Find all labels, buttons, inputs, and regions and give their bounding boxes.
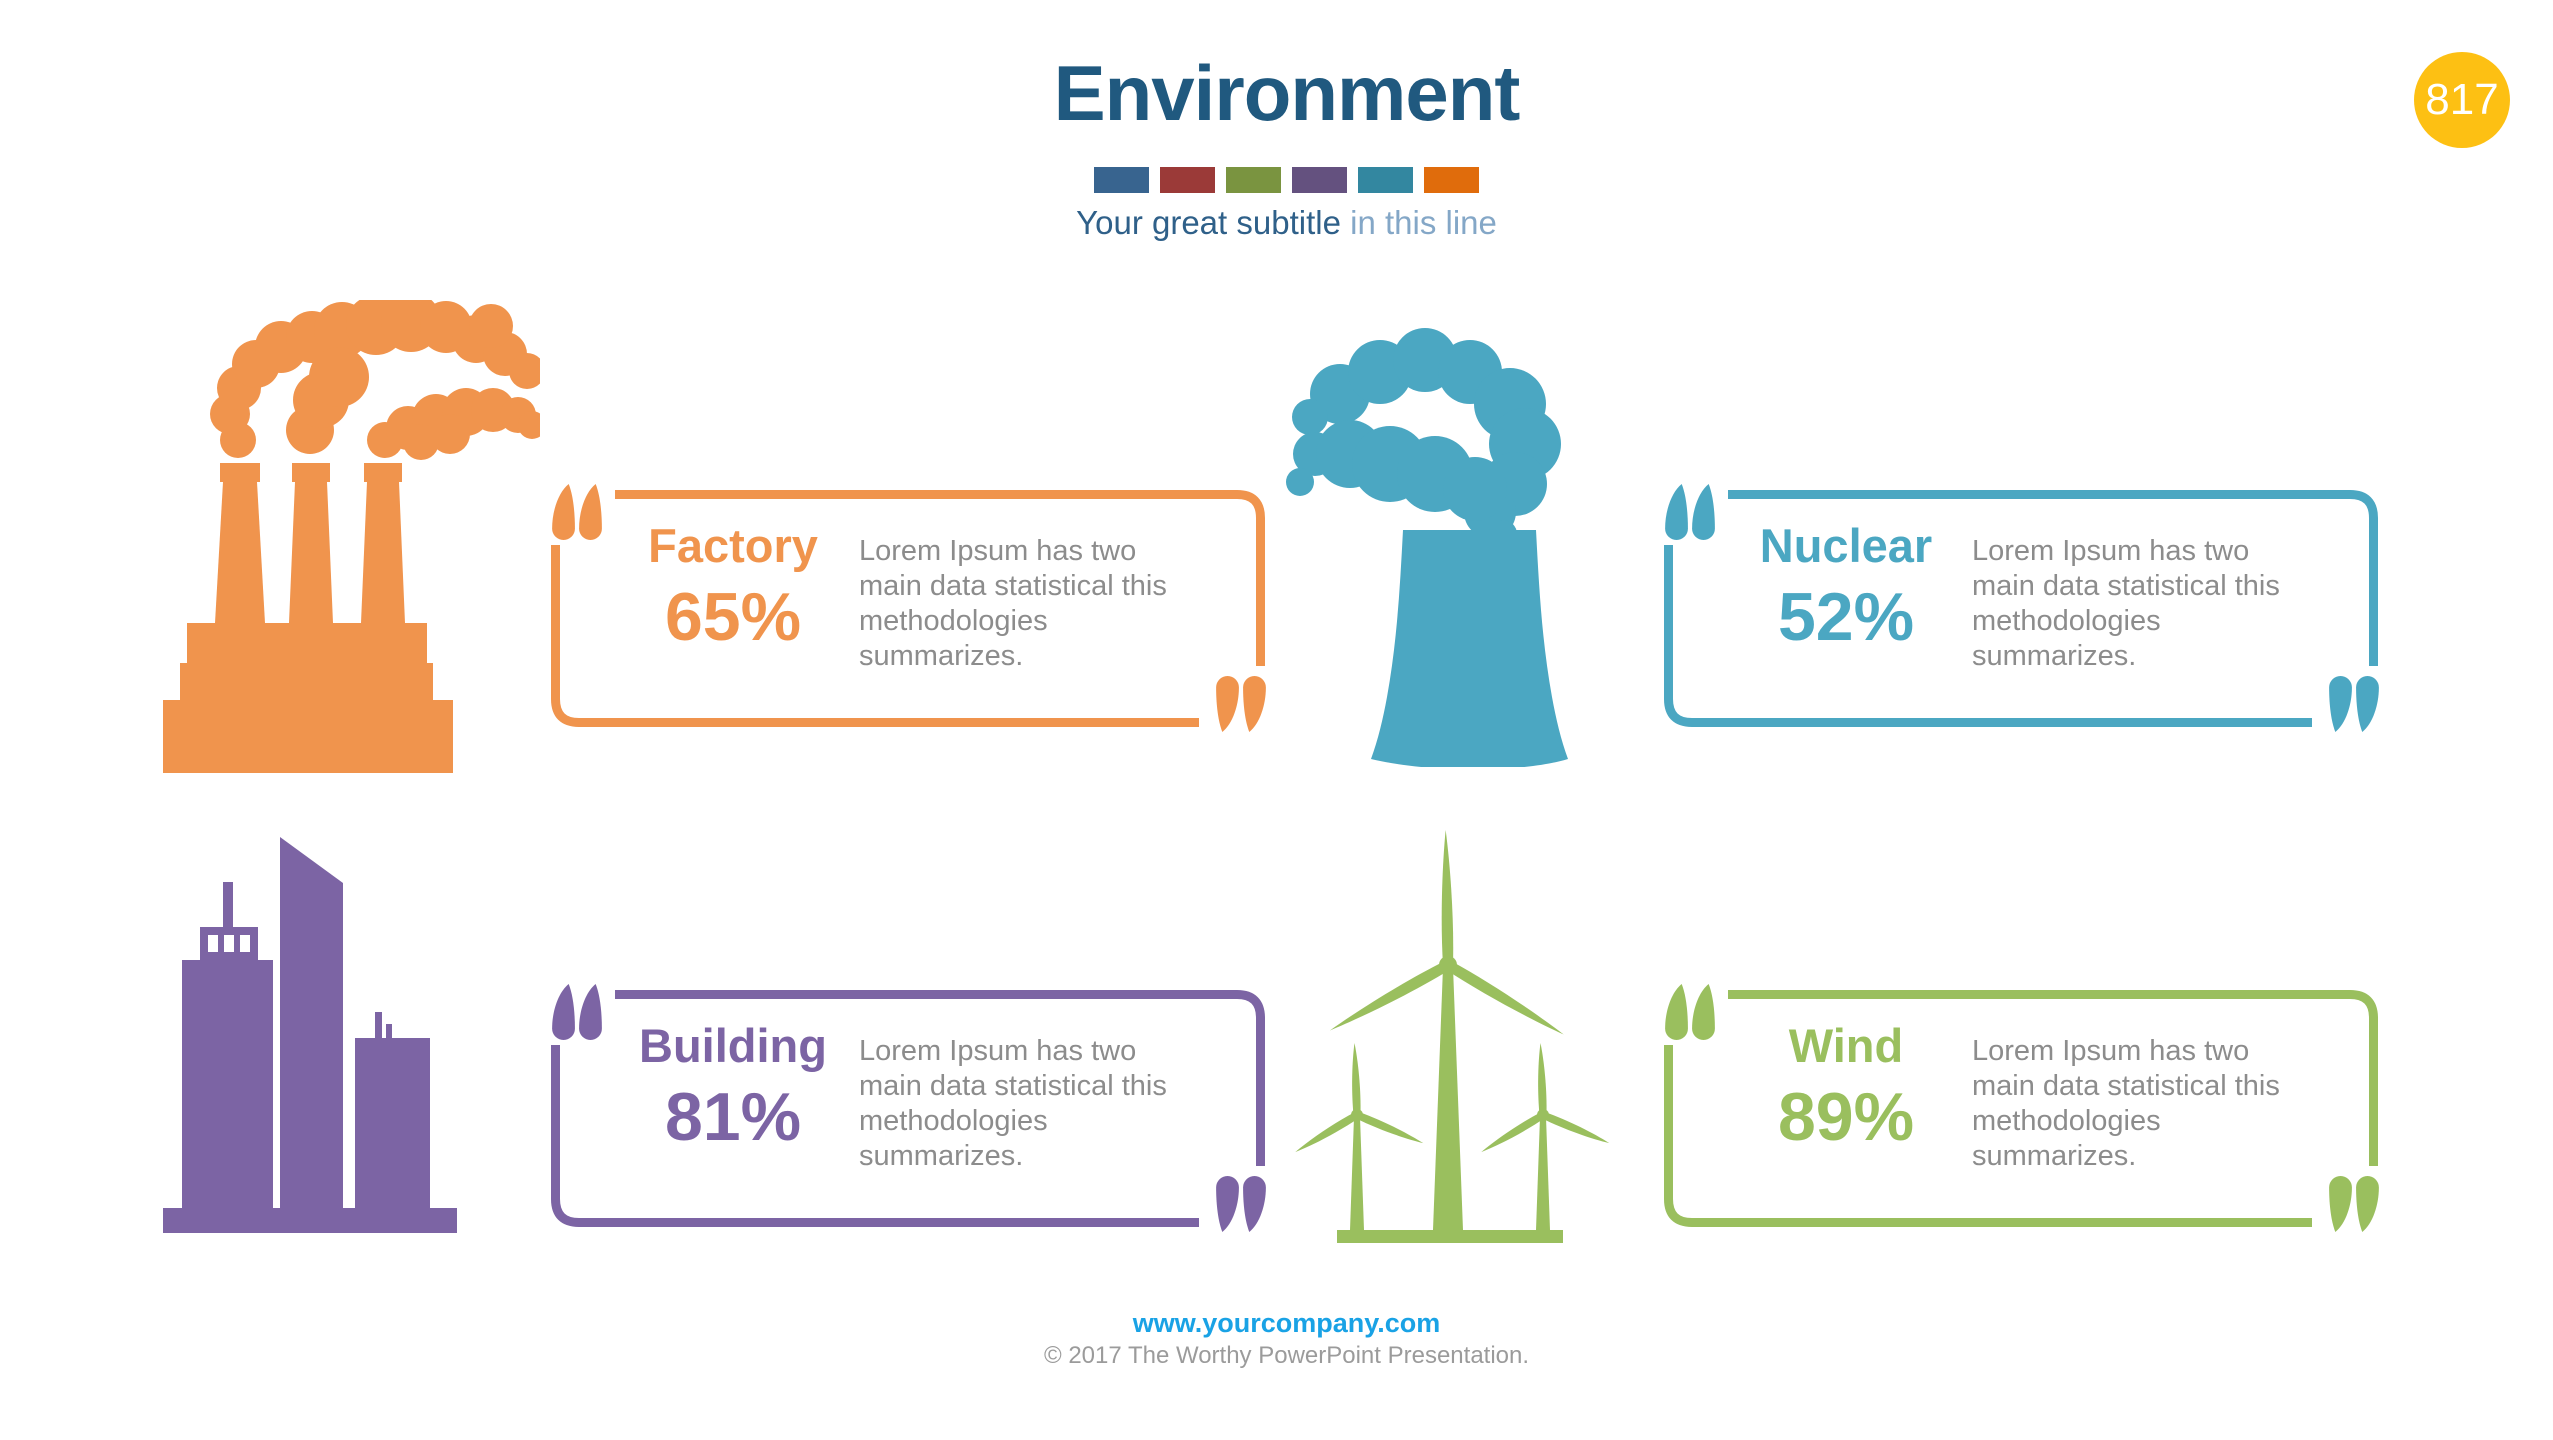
opening-quote-icon [552,984,602,1040]
card-body-text: Lorem Ipsum has two main data statistica… [859,1035,1167,1172]
card-body-text: Lorem Ipsum has two main data statistica… [859,535,1167,672]
title-divider-bars [10,167,2553,198]
divider-bar [1292,167,1347,193]
factory-icon [163,300,540,773]
nuclear-quote-card: Nuclear 52% Lorem Ipsum has two main dat… [1664,484,2379,732]
wind-quote-card: Wind 89% Lorem Ipsum has two main data s… [1664,984,2379,1232]
closing-quote-icon [1216,1176,1266,1232]
divider-bar [1094,167,1149,193]
building-quote-card: Building 81% Lorem Ipsum has two main da… [551,984,1266,1232]
opening-quote-icon [552,484,602,540]
page-title: Environment [1053,49,1521,137]
closing-quote-icon [2329,1176,2379,1232]
cooling-tower [1371,530,1568,767]
buildings-icon [163,837,457,1233]
card-title: Factory [648,519,818,572]
quote-frame [1664,490,2378,727]
card-percent: 81% [664,1079,802,1155]
slide-number-badge: 817 [2414,52,2510,148]
subtitle-main: Your great subtitle [1076,204,1351,241]
page-subtitle: Your great subtitle in this line [10,204,2553,242]
card-body-text: Lorem Ipsum has two main data statistica… [1972,1035,2280,1172]
footer-copyright: © 2017 The Worthy PowerPoint Presentatio… [1043,1342,1530,1369]
closing-quote-icon [2329,676,2379,732]
smoke-clouds [210,300,540,460]
card-percent: 65% [664,579,802,655]
quote-frame [551,990,1265,1227]
card-body-text: Lorem Ipsum has two main data statistica… [1972,535,2280,672]
divider-bar [1226,167,1281,193]
divider-bar [1160,167,1215,193]
footer-link[interactable]: www.yourcompany.com [1132,1308,1441,1338]
subtitle-accent: in this line [1350,204,1497,241]
chimneys [215,463,405,623]
closing-quote-icon [1216,676,1266,732]
opening-quote-icon [1665,984,1715,1040]
card-title: Wind [1788,1019,1904,1072]
quote-frame [551,490,1265,727]
steam-clouds [1286,328,1561,560]
quote-frame [1664,990,2378,1227]
opening-quote-icon [1665,484,1715,540]
card-title: Building [639,1019,827,1072]
card-percent: 52% [1777,579,1915,655]
card-title: Nuclear [1759,519,1933,572]
divider-bar [1424,167,1479,193]
card-percent: 89% [1777,1079,1915,1155]
factory-quote-card: Factory 65% Lorem Ipsum has two main dat… [551,484,1266,732]
divider-bar [1358,167,1413,193]
wind-turbines-icon [1293,829,1611,1243]
nuclear-plant-icon [1286,328,1568,767]
